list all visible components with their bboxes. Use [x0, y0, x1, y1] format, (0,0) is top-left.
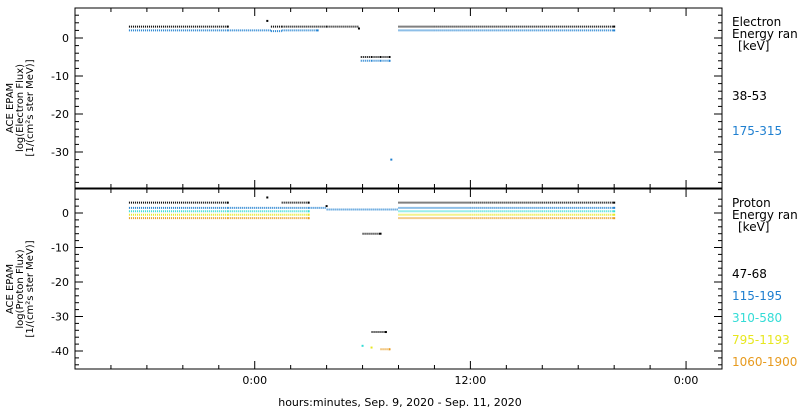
legend-entry: 115-195 — [732, 289, 782, 303]
data-point — [613, 25, 616, 28]
legend-title: Energy ran — [732, 208, 798, 222]
data-point — [361, 344, 364, 347]
y-tick-label: 0 — [62, 32, 69, 45]
legend-title: Energy ran — [732, 27, 798, 41]
legend-entry: 1060-1900 — [732, 355, 797, 369]
data-point — [613, 217, 616, 220]
legend-title: Proton — [732, 196, 771, 210]
y-tick-label: -10 — [51, 242, 69, 255]
y-axis-label: ACE EPAM — [5, 83, 16, 133]
data-point — [613, 201, 616, 204]
legend-entry: 38-53 — [732, 89, 767, 103]
data-point — [613, 213, 616, 216]
data-point — [307, 217, 310, 220]
data-point — [390, 158, 393, 161]
y-axis-label: [1/(cm²s ster MeV)] — [25, 240, 36, 337]
data-point — [379, 232, 382, 235]
y-tick-label: -20 — [51, 108, 69, 121]
data-point — [266, 19, 269, 22]
legend-entry: 310-580 — [732, 311, 782, 325]
data-point — [226, 25, 229, 28]
data-point — [613, 210, 616, 213]
y-axis-label: log(Electron Flux) — [15, 64, 26, 152]
data-point — [613, 29, 616, 32]
legend-title: Electron — [732, 15, 781, 29]
data-point — [325, 205, 328, 208]
data-point — [307, 210, 310, 213]
data-point — [370, 346, 373, 349]
y-tick-label: -40 — [51, 345, 69, 358]
y-tick-label: 0 — [62, 207, 69, 220]
plot-frame — [74, 188, 723, 370]
plot-frame — [74, 7, 723, 189]
data-point — [388, 348, 391, 351]
y-tick-label: -30 — [51, 311, 69, 324]
y-tick-label: -20 — [51, 276, 69, 289]
legend-title: [keV] — [738, 39, 769, 53]
data-point — [226, 201, 229, 204]
data-point — [316, 29, 319, 32]
y-axis-label: [1/(cm²s ster MeV)] — [25, 59, 36, 156]
data-point — [357, 27, 360, 30]
x-tick-label: 12:00 — [455, 374, 487, 387]
legend-entry: 795-1193 — [732, 333, 790, 347]
data-point — [388, 56, 391, 58]
y-tick-label: -30 — [51, 146, 69, 159]
x-axis-title: hours:minutes, Sep. 9, 2020 - Sep. 11, 2… — [278, 396, 522, 409]
legend-entry: 175-315 — [732, 124, 782, 138]
y-tick-label: -10 — [51, 70, 69, 83]
data-point — [266, 196, 269, 199]
y-axis-label: log(Proton Flux) — [15, 249, 26, 328]
data-point — [307, 201, 310, 204]
data-point — [613, 206, 616, 209]
legend-entry: 47-68 — [732, 267, 767, 281]
data-point — [384, 331, 387, 334]
x-tick-label: 0:00 — [674, 374, 699, 387]
legend-title: [keV] — [738, 220, 769, 234]
x-tick-label: 0:00 — [242, 374, 267, 387]
data-point — [388, 59, 391, 62]
y-axis-label: ACE EPAM — [5, 264, 16, 314]
data-point — [307, 213, 310, 216]
